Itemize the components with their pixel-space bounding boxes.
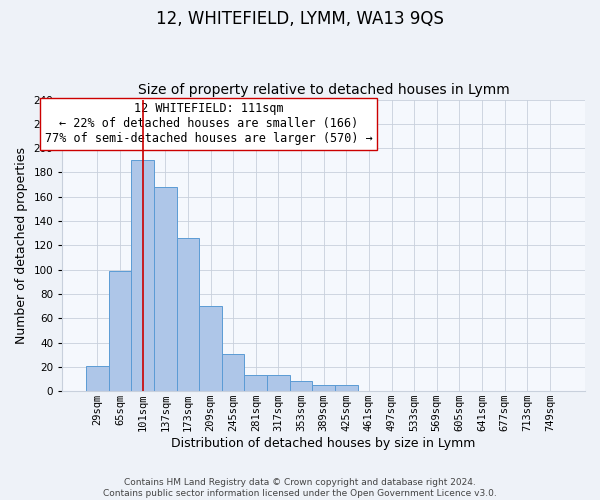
Title: Size of property relative to detached houses in Lymm: Size of property relative to detached ho… (138, 83, 509, 97)
Bar (131, 160, 154, 391)
Y-axis label: Number of detached properties: Number of detached properties (15, 147, 28, 344)
Bar (222, 354, 244, 391)
Bar (154, 187, 176, 391)
Bar (335, 385, 358, 391)
Bar (244, 376, 267, 391)
Bar (290, 382, 313, 391)
Text: 12 WHITEFIELD: 111sqm
← 22% of detached houses are smaller (166)
77% of semi-det: 12 WHITEFIELD: 111sqm ← 22% of detached … (45, 102, 373, 146)
Bar (176, 238, 199, 391)
X-axis label: Distribution of detached houses by size in Lymm: Distribution of detached houses by size … (172, 437, 476, 450)
Bar (86, 366, 109, 391)
Bar (109, 271, 131, 391)
Bar (313, 385, 335, 391)
Bar (199, 306, 222, 391)
Text: Contains HM Land Registry data © Crown copyright and database right 2024.
Contai: Contains HM Land Registry data © Crown c… (103, 478, 497, 498)
Text: 12, WHITEFIELD, LYMM, WA13 9QS: 12, WHITEFIELD, LYMM, WA13 9QS (156, 10, 444, 28)
Bar (267, 376, 290, 391)
